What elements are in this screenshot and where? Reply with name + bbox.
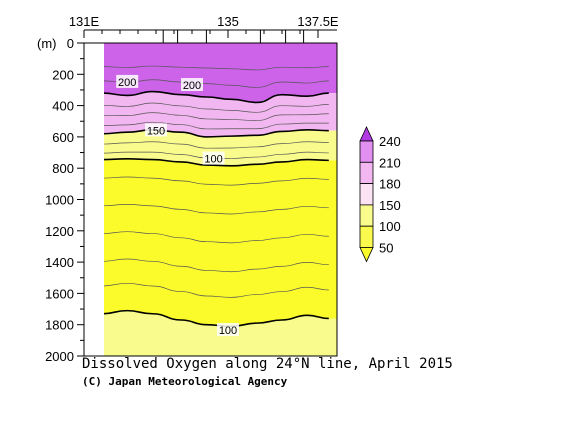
contour-150: [104, 129, 329, 138]
thin-contour: [104, 102, 329, 113]
colorbar-label: 50: [379, 241, 393, 256]
colorbar-segment: [359, 140, 374, 163]
contour-label-bg: [145, 123, 167, 137]
y-tick-label: 600: [52, 130, 74, 145]
contour-200: [104, 90, 329, 104]
x-tick-label: 137.5E: [297, 14, 339, 29]
colorbar-label: 210: [379, 155, 401, 170]
contour-labels: 200 200 150 100 100: [116, 74, 239, 337]
y-tick-label: 2000: [45, 349, 74, 364]
y-axis: 0 200 400 600 800 1000 1200 1400 1600 1800 2000: [45, 36, 84, 364]
contour-label: 150: [147, 125, 165, 137]
thin-contour: [104, 112, 329, 121]
colorbar-label: 180: [379, 177, 401, 192]
band-high-oxygen: [104, 43, 337, 103]
contour-label-bg: [116, 74, 139, 88]
contour-label: 200: [183, 80, 201, 92]
thin-contour: [104, 282, 329, 298]
colorbar-segment: [359, 161, 374, 185]
thin-contour: [104, 176, 329, 186]
y-tick-label: 1600: [45, 286, 74, 301]
colorbar-bottom-arrow: [359, 247, 374, 263]
y-axis-unit-label: (m): [37, 36, 57, 51]
thin-contour: [104, 258, 329, 273]
plot-area: [104, 43, 337, 356]
x-axis: 131E 135 137.5E: [69, 14, 339, 43]
contour-label-bg: [217, 322, 239, 336]
y-tick-label: 1400: [45, 255, 74, 270]
colorbar-segment: [359, 183, 374, 206]
contour-lines: [104, 65, 329, 328]
thin-contour: [104, 121, 329, 130]
contour-label-bg: [181, 78, 203, 92]
y-tick-label: 1200: [45, 224, 74, 239]
y-tick-label: 1800: [45, 318, 74, 333]
x-tick-label: 135: [217, 14, 239, 29]
contour-label: 200: [118, 77, 136, 89]
colorbar-label: 150: [379, 198, 401, 213]
contour-label: 100: [204, 154, 222, 166]
contour-100: [104, 158, 329, 167]
thin-contour: [104, 65, 329, 71]
colorbar-segment: [359, 225, 374, 248]
y-tick-label: 400: [52, 99, 74, 114]
colorbar-label: 100: [379, 219, 401, 234]
chart-credit: (C) Japan Meteorological Agency: [82, 375, 288, 388]
contour-label: 100: [219, 325, 237, 337]
thin-contour: [104, 79, 329, 88]
thin-contour: [104, 231, 329, 244]
thin-contour: [104, 141, 329, 149]
y-tick-label: 1000: [45, 193, 74, 208]
colorbar-top-arrow: [359, 126, 374, 142]
colorbar-segment: [359, 204, 374, 227]
chart-title: Dissolved Oxygen along 24°N line, April …: [82, 356, 453, 372]
x-tick-label: 131E: [69, 14, 100, 29]
y-tick-label: 0: [67, 36, 74, 51]
y-tick-label: 200: [52, 67, 74, 82]
thin-contour: [104, 204, 329, 215]
colorbar: 240 210 180 150 100 50: [359, 126, 401, 263]
contour-label-bg: [202, 151, 225, 165]
y-tick-label: 800: [52, 161, 74, 176]
colorbar-label: 240: [379, 134, 401, 149]
